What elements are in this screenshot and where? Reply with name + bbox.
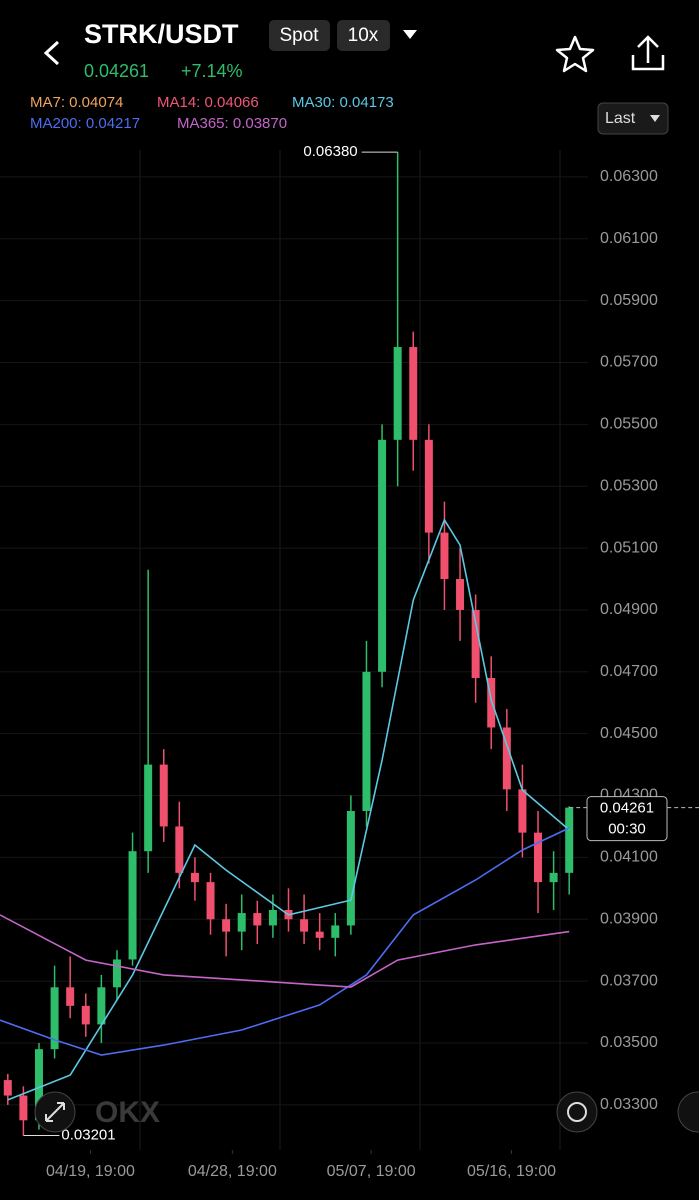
price-type-caret [650,115,660,122]
y-tick-label: 0.06300 [600,168,658,185]
legend-entry: MA14: 0.04066 [157,94,259,111]
legend-entry: MA365: 0.03870 [177,115,287,132]
candle-body [471,609,480,678]
candle-body [549,872,558,883]
candle-body [81,1005,90,1025]
candle-body [409,347,418,440]
market-label: Spot [279,25,319,46]
candle-body [440,532,449,580]
candle-body [112,959,121,988]
candle-body [534,832,543,883]
candle-body [128,851,137,960]
high-label: 0.06380 [303,143,357,160]
watermark: OKX [95,1096,160,1129]
candle-body [253,913,262,926]
dropdown-icon[interactable] [403,30,417,39]
legend-entry: MA200: 0.04217 [30,115,140,132]
y-tick-label: 0.06100 [600,230,658,247]
price: 0.04261 [84,61,149,81]
fullscreen-icon [45,1102,65,1122]
y-tick-label: 0.05500 [600,416,658,433]
x-tick-label: 04/28, 19:00 [188,1163,277,1180]
x-tick-label: 05/07, 19:00 [327,1163,416,1180]
y-tick-label: 0.04900 [600,601,658,618]
candle-body [518,789,527,833]
candle-body [502,727,511,790]
plot: MA7: 0.04074 MA14: 0.04066 MA30: 0.04173 MA… [0,94,699,1180]
candle-body [565,807,574,873]
candle-body [222,919,231,932]
candle-body [393,347,402,440]
price-type-label: Last [605,110,636,127]
ma-line [7,518,570,1101]
candle-body [268,909,277,926]
candle-body [175,826,184,873]
x-tick-label: 05/16, 19:00 [467,1163,556,1180]
legend-entry: MA7: 0.04074 [30,94,123,111]
candle-body [190,872,199,883]
candle-body [487,677,496,728]
tools-icon [567,1102,587,1122]
candle-body [206,882,215,920]
favorite-icon[interactable] [555,35,595,73]
y-tick-label: 0.03500 [600,1034,658,1051]
candle-body [34,1049,43,1121]
candle-body [315,931,324,938]
candle-body [300,919,309,932]
y-tick-label: 0.04500 [600,725,658,742]
y-tick-label: 0.03700 [600,972,658,989]
candle-body [19,1095,28,1121]
low-label: 0.03201 [61,1126,115,1143]
candle-body [378,439,387,672]
tools-button-2[interactable] [677,1091,699,1133]
candle-body [66,987,75,1006]
candle-body [424,439,433,533]
candle-body [456,579,465,610]
leverage-badge[interactable] [337,20,390,51]
ma-line [0,827,570,1056]
market-badge[interactable] [269,20,330,51]
candle-body [3,1080,12,1096]
candle-body [97,987,106,1025]
leverage-label: 10x [348,25,379,46]
y-tick-label: 0.04700 [600,663,658,680]
pair-title: STRK/USDT [84,19,239,49]
share-icon[interactable] [631,35,665,71]
back-button[interactable] [43,40,60,66]
ma-line [0,914,570,988]
last-price-box [586,796,668,842]
y-tick-label: 0.05300 [600,477,658,494]
candle-body [237,913,246,932]
y-tick-label: 0.04100 [600,849,658,866]
y-tick-label: 0.03300 [600,1096,658,1113]
y-tick-label: 0.05100 [600,539,658,556]
price-change: +7.14% [181,61,243,81]
price-type-button[interactable] [597,102,669,135]
vertical-grid [139,150,561,1150]
last-price-label: 0.04261 [600,800,654,817]
y-tick-label: 0.05700 [600,354,658,371]
candle-body [50,987,59,1050]
y-tick-label: 0.05900 [600,292,658,309]
candle-body [331,925,340,938]
candle-body [159,764,168,827]
legend-entry: MA30: 0.04173 [292,94,394,111]
countdown: 00:30 [608,821,646,838]
candle-body [144,764,153,852]
x-tick-label: 04/19, 19:00 [46,1163,135,1180]
candle-body [362,671,371,811]
tools-button[interactable] [556,1091,598,1133]
y-tick-label: 0.03900 [600,910,658,927]
candle-body [346,810,355,926]
